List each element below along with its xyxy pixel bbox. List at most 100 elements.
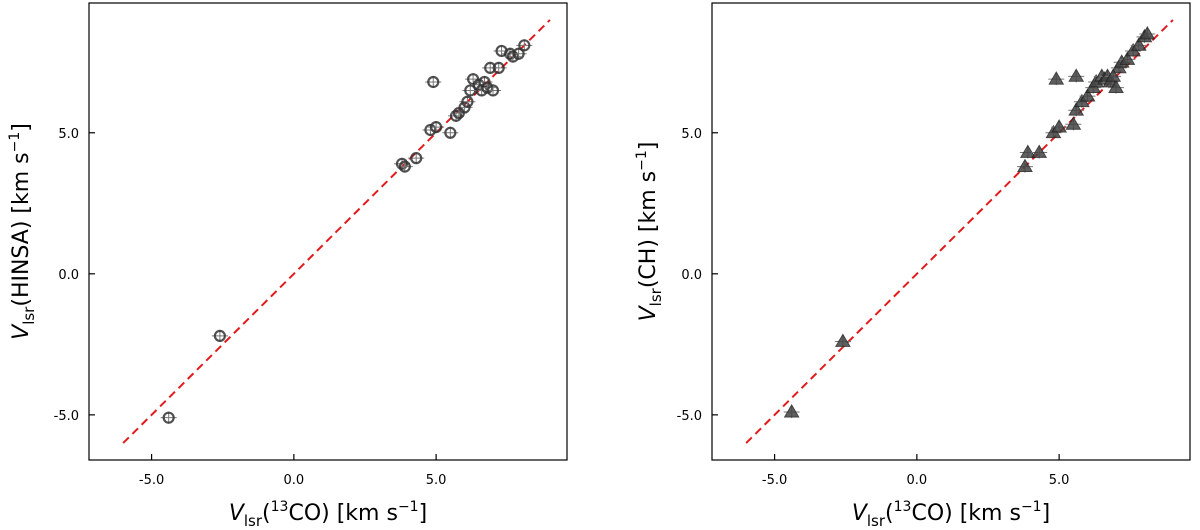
axis-label-part-italic: V bbox=[852, 501, 869, 526]
data-point bbox=[490, 61, 507, 74]
axis-label-part-italic: V bbox=[636, 304, 661, 321]
data-point bbox=[510, 47, 527, 60]
point-marker bbox=[1105, 68, 1122, 82]
point-marker bbox=[1068, 102, 1085, 116]
point-marker bbox=[518, 39, 531, 52]
point-marker bbox=[1108, 79, 1124, 94]
y-axis-label: Vlsr(HINSA) [km s−1] bbox=[7, 123, 38, 340]
data-point bbox=[1065, 116, 1082, 131]
x-axis-label: Vlsr(13CO) [km s−1] bbox=[229, 499, 427, 530]
data-point bbox=[448, 109, 465, 122]
point-marker bbox=[1130, 37, 1147, 51]
point-marker bbox=[395, 157, 409, 170]
x-tick-label: -5.0 bbox=[139, 473, 164, 488]
axis-label-part-unit_sup: −1 bbox=[398, 499, 419, 515]
data-point bbox=[1105, 68, 1122, 83]
data-point bbox=[393, 157, 410, 170]
point-marker bbox=[1079, 88, 1096, 102]
y-axis-label: Vlsr(CH) [km s−1] bbox=[634, 142, 665, 322]
point-marker bbox=[783, 404, 800, 418]
plot-frame bbox=[711, 2, 1191, 461]
point-marker bbox=[1051, 119, 1067, 133]
point-marker bbox=[1065, 116, 1082, 130]
point-marker bbox=[1119, 51, 1136, 65]
axis-label-part-italic: V bbox=[229, 501, 246, 526]
y-tick-label: 0.0 bbox=[681, 268, 702, 283]
data-point bbox=[1048, 71, 1065, 86]
y-tick-label: 5.0 bbox=[58, 127, 79, 142]
point-marker bbox=[430, 121, 443, 134]
axis-label-part-rest_pre: (HINSA) [km s bbox=[9, 152, 34, 306]
point-marker bbox=[492, 61, 505, 74]
x-tick-label: -5.0 bbox=[762, 473, 787, 488]
axis-label-part-unit_sup: −1 bbox=[1021, 499, 1042, 515]
x-axis-label: Vlsr(13CO) [km s−1] bbox=[852, 499, 1050, 530]
point-marker bbox=[1031, 144, 1048, 158]
data-point bbox=[408, 152, 425, 165]
data-point bbox=[1031, 144, 1048, 159]
x-tick-label: 5.0 bbox=[1049, 473, 1070, 488]
y-tick-label: -5.0 bbox=[677, 409, 702, 424]
data-point bbox=[516, 39, 533, 52]
point-marker bbox=[1048, 71, 1065, 85]
data-point bbox=[211, 329, 228, 342]
point-marker bbox=[398, 160, 411, 173]
axis-label-part-italic: V bbox=[9, 323, 34, 340]
axis-label-part-sub: lsr bbox=[867, 512, 886, 530]
point-marker bbox=[461, 95, 474, 108]
point-marker bbox=[427, 75, 440, 89]
point-marker bbox=[1068, 68, 1085, 82]
point-marker bbox=[835, 333, 851, 347]
point-marker bbox=[410, 152, 423, 165]
y-tick-label: 0.0 bbox=[58, 268, 79, 283]
data-point bbox=[1051, 119, 1068, 134]
axis-label-part-close: ] bbox=[9, 123, 34, 132]
data-point bbox=[783, 404, 800, 419]
axis-label-part-sub: lsr bbox=[647, 287, 665, 306]
axis-label-part-sub: lsr bbox=[244, 512, 263, 530]
axis-label-part-sup: 13 bbox=[271, 499, 289, 515]
x-tick-label: 0.0 bbox=[907, 473, 928, 488]
axis-label-part-rest_pre: (CH) [km s bbox=[636, 171, 661, 288]
data-point bbox=[1108, 79, 1125, 94]
axis-label-part-rest_post: CO) [km s bbox=[911, 501, 1020, 526]
data-point bbox=[428, 121, 445, 134]
one-to-one-reference-line bbox=[745, 19, 1174, 444]
axis-label-part-unit_sup: −1 bbox=[7, 132, 23, 153]
point-marker bbox=[486, 84, 500, 97]
data-point bbox=[425, 75, 442, 89]
data-point bbox=[160, 411, 177, 424]
axis-label-part-unit_sup: −1 bbox=[634, 150, 650, 171]
axis-label-part-rest_pre: ( bbox=[885, 501, 894, 526]
data-point bbox=[1016, 158, 1033, 173]
point-marker bbox=[444, 126, 457, 139]
x-tick-label: 5.0 bbox=[426, 473, 447, 488]
plot-frame bbox=[88, 2, 568, 461]
point-marker bbox=[213, 329, 226, 342]
data-point bbox=[396, 160, 413, 173]
point-marker bbox=[1019, 144, 1036, 158]
axis-label-part-sub: lsr bbox=[20, 306, 38, 325]
data-point bbox=[1068, 68, 1085, 83]
axis-label-part-rest_pre: ( bbox=[262, 501, 271, 526]
data-point bbox=[485, 84, 502, 97]
y-tick-label: 5.0 bbox=[681, 127, 702, 142]
axis-label-part-rest_post: CO) [km s bbox=[288, 501, 397, 526]
y-tick-label: -5.0 bbox=[54, 409, 79, 424]
axis-label-part-close: ] bbox=[1042, 501, 1051, 526]
data-point bbox=[459, 95, 476, 108]
point-marker bbox=[1017, 158, 1033, 173]
data-point bbox=[1139, 26, 1156, 41]
axis-label-part-close: ] bbox=[636, 142, 661, 151]
x-tick-label: 0.0 bbox=[284, 473, 305, 488]
point-marker bbox=[1139, 26, 1156, 40]
axis-label-part-close: ] bbox=[419, 501, 428, 526]
point-marker bbox=[449, 109, 463, 122]
point-marker bbox=[162, 411, 175, 424]
axis-label-part-sup: 13 bbox=[894, 499, 912, 515]
point-marker bbox=[512, 47, 525, 60]
data-point bbox=[442, 126, 459, 139]
